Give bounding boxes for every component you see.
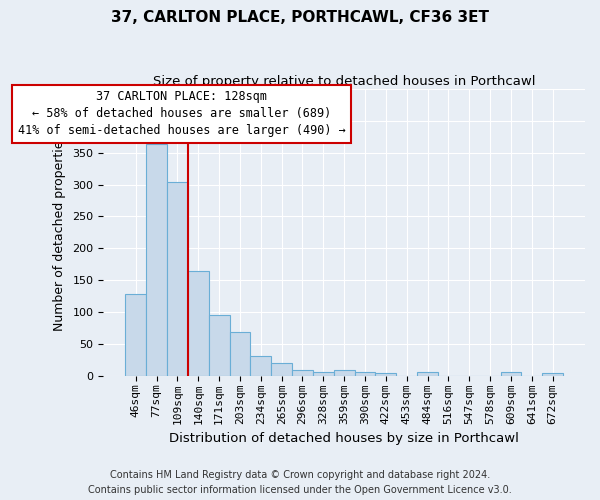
Text: Contains HM Land Registry data © Crown copyright and database right 2024.
Contai: Contains HM Land Registry data © Crown c…	[88, 470, 512, 495]
Y-axis label: Number of detached properties: Number of detached properties	[53, 134, 65, 331]
Bar	[334, 370, 355, 376]
Bar	[417, 372, 438, 376]
Bar	[250, 356, 271, 376]
Text: 37, CARLTON PLACE, PORTHCAWL, CF36 3ET: 37, CARLTON PLACE, PORTHCAWL, CF36 3ET	[111, 10, 489, 25]
Title: Size of property relative to detached houses in Porthcawl: Size of property relative to detached ho…	[153, 75, 535, 88]
Bar	[313, 372, 334, 376]
Bar	[355, 372, 376, 376]
Bar	[542, 373, 563, 376]
Bar	[167, 182, 188, 376]
Bar	[146, 144, 167, 376]
Bar	[230, 332, 250, 376]
Bar	[292, 370, 313, 376]
Bar	[188, 271, 209, 376]
Bar	[500, 372, 521, 376]
Text: 37 CARLTON PLACE: 128sqm
← 58% of detached houses are smaller (689)
41% of semi-: 37 CARLTON PLACE: 128sqm ← 58% of detach…	[17, 90, 346, 138]
X-axis label: Distribution of detached houses by size in Porthcawl: Distribution of detached houses by size …	[169, 432, 519, 445]
Bar	[376, 373, 397, 376]
Bar	[125, 294, 146, 376]
Bar	[271, 364, 292, 376]
Bar	[209, 315, 230, 376]
